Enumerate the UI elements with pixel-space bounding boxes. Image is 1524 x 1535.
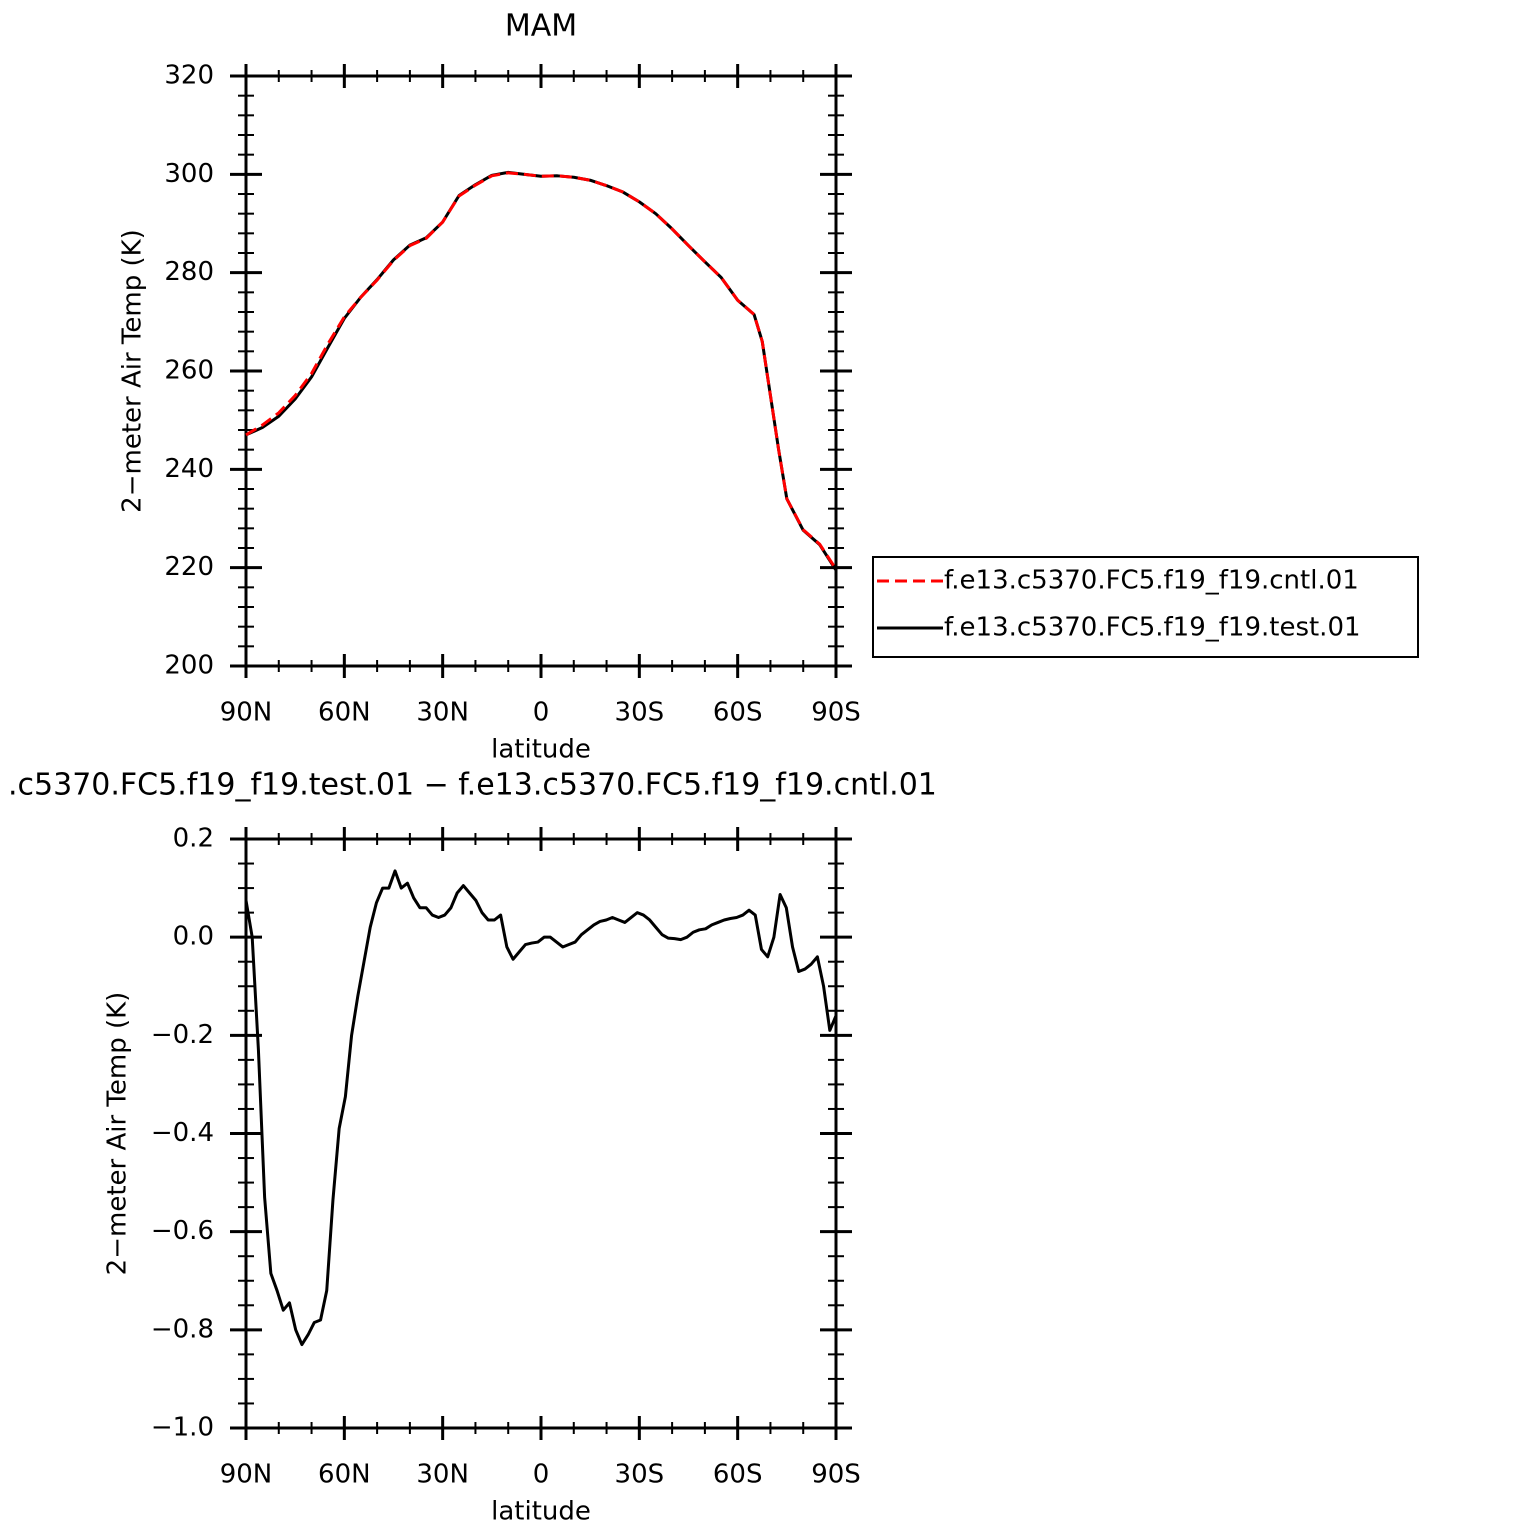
- data-line: [245, 171, 838, 570]
- chart-title: MAM: [505, 9, 577, 44]
- x-axis-label: latitude: [491, 735, 591, 765]
- y-tick-label: −0.2: [151, 1020, 214, 1050]
- y-axis-label: 2−meter Air Temp (K): [118, 229, 148, 513]
- x-tick-label: 0: [533, 1460, 550, 1490]
- x-tick-label: 60N: [318, 698, 371, 728]
- plot-frame: [244, 837, 838, 1430]
- legend-label: f.e13.c5370.FC5.f19_f19.test.01: [944, 613, 1361, 643]
- x-tick-label: 30N: [416, 1460, 469, 1490]
- x-tick-label: 30S: [615, 1460, 665, 1490]
- x-tick-label: 30N: [416, 698, 469, 728]
- y-tick-label: −1.0: [151, 1413, 214, 1443]
- chart-title: .c5370.FC5.f19_f19.test.01 − f.e13.c5370…: [8, 768, 937, 803]
- x-tick-label: 90S: [811, 698, 861, 728]
- legend-box: [872, 556, 1419, 658]
- y-tick-label: 200: [164, 651, 214, 681]
- y-tick-label: 280: [164, 257, 214, 287]
- y-tick-label: 220: [164, 552, 214, 582]
- x-tick-label: 60S: [713, 1460, 763, 1490]
- x-tick-label: 90N: [220, 1460, 273, 1490]
- x-tick-label: 60N: [318, 1460, 371, 1490]
- y-tick-label: −0.8: [151, 1314, 214, 1344]
- y-tick-label: 320: [164, 61, 214, 91]
- x-tick-label: 30S: [615, 698, 665, 728]
- y-tick-label: 300: [164, 159, 214, 189]
- x-tick-label: 60S: [713, 698, 763, 728]
- y-tick-label: 0.0: [173, 922, 214, 952]
- y-axis-label: 2−meter Air Temp (K): [103, 992, 133, 1276]
- y-tick-label: −0.6: [151, 1216, 214, 1246]
- y-tick-label: −0.4: [151, 1118, 214, 1148]
- data-line: [245, 170, 838, 571]
- x-tick-label: 90N: [220, 698, 273, 728]
- x-tick-label: 0: [533, 698, 550, 728]
- x-axis-label: latitude: [491, 1497, 591, 1527]
- data-line: [244, 869, 838, 1347]
- plot-frame: [244, 74, 838, 668]
- y-tick-label: 260: [164, 356, 214, 386]
- legend-label: f.e13.c5370.FC5.f19_f19.cntl.01: [944, 566, 1359, 596]
- y-tick-label: 240: [164, 454, 214, 484]
- y-tick-label: 0.2: [173, 824, 214, 854]
- x-tick-label: 90S: [811, 1460, 861, 1490]
